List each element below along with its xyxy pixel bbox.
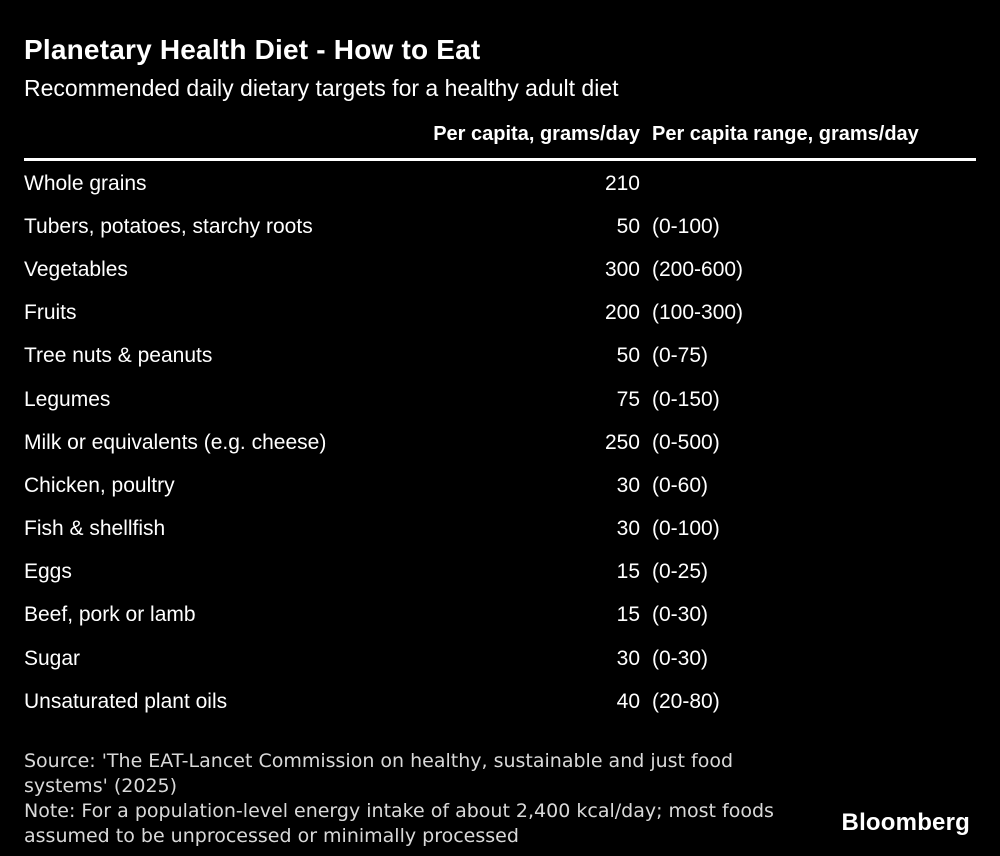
per-capita-value: 15 [616,603,640,627]
row-main-cell: Whole grains 210 [24,172,640,196]
per-capita-value: 210 [604,171,640,195]
bloomberg-logo: Bloomberg [841,809,970,836]
note-text: Note: For a population-level energy inta… [24,800,774,848]
per-capita-value: 75 [616,387,640,411]
row-main-cell: Eggs 15 [24,560,640,584]
per-capita-range: (0-30) [652,646,709,670]
food-label: Vegetables [24,257,128,281]
table-body: Whole grains 210 Tubers, potatoes, starc… [24,162,976,723]
per-capita-range: (0-100) [652,517,720,541]
food-label: Fish & shellfish [24,517,166,541]
food-label: Chicken, poultry [24,473,175,497]
per-capita-value: 15 [616,560,640,584]
table-row: Whole grains 210 [24,162,976,205]
per-capita-range: (100-300) [652,301,744,325]
food-label: Eggs [24,560,72,584]
source-text: Source: 'The EAT-Lancet Commission on he… [24,750,734,798]
per-capita-range: (0-30) [652,603,709,627]
per-capita-range: (0-75) [652,344,709,368]
row-main-cell: Tubers, potatoes, starchy roots 50 [24,215,640,239]
table-row: Sugar 30 (0-30) [24,637,976,680]
footer: Source: 'The EAT-Lancet Commission on he… [24,749,784,849]
per-capita-range: (0-150) [652,387,720,411]
food-label: Whole grains [24,171,147,195]
food-label: Sugar [24,646,81,670]
row-main-cell: Sugar 30 [24,647,640,671]
per-capita-value: 40 [616,689,640,713]
per-capita-value: 30 [616,646,640,670]
table-row: Legumes 75 (0-150) [24,378,976,421]
row-main-cell: Chicken, poultry 30 [24,474,640,498]
food-label: Milk or equivalents (e.g. cheese) [24,430,327,454]
per-capita-value: 30 [616,473,640,497]
food-label: Tree nuts & peanuts [24,344,213,368]
header-divider [24,158,976,161]
table-row: Tree nuts & peanuts 50 (0-75) [24,335,976,378]
table-row: Unsaturated plant oils 40 (20-80) [24,680,976,723]
per-capita-range: (0-60) [652,473,709,497]
per-capita-value: 30 [616,517,640,541]
per-capita-value: 200 [604,301,640,325]
per-capita-range: (0-25) [652,560,709,584]
table-row: Vegetables 300 (200-600) [24,248,976,291]
row-main-cell: Fish & shellfish 30 [24,517,640,541]
row-main-cell: Fruits 200 [24,301,640,325]
food-label: Legumes [24,387,111,411]
table-row: Tubers, potatoes, starchy roots 50 (0-10… [24,205,976,248]
per-capita-range: (200-600) [652,257,744,281]
table-row: Beef, pork or lamb 15 (0-30) [24,594,976,637]
per-capita-range: (20-80) [652,689,720,713]
food-label: Tubers, potatoes, starchy roots [24,214,313,238]
food-label: Fruits [24,301,77,325]
table-row: Eggs 15 (0-25) [24,551,976,594]
chart-title: Planetary Health Diet - How to Eat [24,34,481,65]
food-label: Unsaturated plant oils [24,689,228,713]
per-capita-value: 300 [604,257,640,281]
row-main-cell: Legumes 75 [24,388,640,412]
chart-subtitle: Recommended daily dietary targets for a … [24,75,619,101]
food-label: Beef, pork or lamb [24,603,196,627]
row-main-cell: Vegetables 300 [24,258,640,282]
table-row: Milk or equivalents (e.g. cheese) 250 (0… [24,421,976,464]
table-row: Fish & shellfish 30 (0-100) [24,508,976,551]
column-header-range: Per capita range, grams/day [652,123,919,145]
table-row: Chicken, poultry 30 (0-60) [24,464,976,507]
per-capita-range: (0-100) [652,214,720,238]
row-main-cell: Beef, pork or lamb 15 [24,603,640,627]
row-main-cell: Milk or equivalents (e.g. cheese) 250 [24,431,640,455]
per-capita-value: 50 [616,214,640,238]
per-capita-value: 50 [616,344,640,368]
table-header-row: Per capita, grams/day Per capita range, … [24,123,976,146]
table-row: Fruits 200 (100-300) [24,292,976,335]
row-main-cell: Tree nuts & peanuts 50 [24,344,640,368]
column-header-per-capita: Per capita, grams/day [433,123,640,145]
per-capita-value: 250 [604,430,640,454]
row-main-cell: Unsaturated plant oils 40 [24,690,640,714]
per-capita-range: (0-500) [652,430,720,454]
